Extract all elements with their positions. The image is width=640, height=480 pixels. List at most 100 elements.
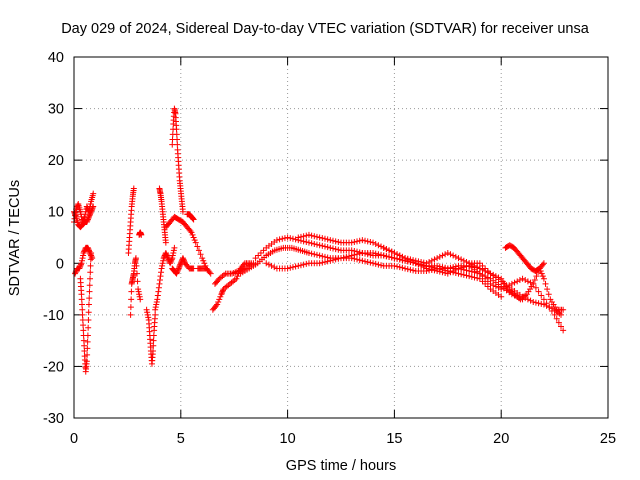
data-point bbox=[452, 266, 459, 273]
data-point bbox=[203, 265, 210, 272]
data-point bbox=[545, 291, 552, 298]
data-point bbox=[152, 304, 159, 311]
x-tick-label: 0 bbox=[70, 431, 78, 447]
x-tick-label: 10 bbox=[280, 431, 296, 447]
data-point bbox=[85, 324, 92, 331]
data-point bbox=[351, 248, 358, 255]
data-point bbox=[132, 255, 139, 262]
data-point bbox=[84, 217, 91, 224]
data-point bbox=[257, 249, 264, 256]
data-point bbox=[281, 235, 288, 242]
data-point bbox=[348, 255, 355, 262]
data-point bbox=[150, 332, 157, 339]
data-point bbox=[305, 239, 312, 246]
data-point bbox=[287, 264, 294, 271]
data-point bbox=[542, 280, 549, 287]
data-point bbox=[544, 286, 551, 293]
data-point bbox=[215, 298, 222, 305]
data-point bbox=[426, 258, 433, 265]
data-point bbox=[86, 212, 93, 219]
data-point bbox=[535, 288, 542, 295]
data-point bbox=[86, 295, 93, 302]
data-point bbox=[300, 261, 307, 268]
data-point bbox=[380, 244, 387, 251]
data-point bbox=[492, 283, 499, 290]
data-point bbox=[402, 255, 409, 262]
data-point bbox=[428, 266, 435, 273]
y-tick-label: 30 bbox=[48, 102, 64, 118]
data-point bbox=[484, 268, 491, 275]
data-point bbox=[394, 251, 401, 258]
data-point bbox=[324, 258, 331, 265]
data-point bbox=[197, 251, 204, 258]
data-point bbox=[144, 311, 151, 318]
data-point bbox=[181, 257, 188, 264]
data-point bbox=[88, 249, 95, 256]
data-point bbox=[81, 248, 88, 255]
data-point bbox=[169, 255, 176, 262]
data-point bbox=[386, 247, 393, 254]
data-point bbox=[136, 291, 143, 298]
data-point bbox=[378, 243, 385, 250]
data-point bbox=[234, 273, 241, 280]
data-point bbox=[476, 265, 483, 272]
data-point bbox=[300, 238, 307, 245]
data-point bbox=[160, 257, 167, 264]
data-point bbox=[484, 283, 491, 290]
data-point bbox=[150, 342, 157, 349]
data-point bbox=[428, 257, 435, 264]
data-point bbox=[295, 234, 302, 241]
data-point bbox=[81, 347, 88, 354]
data-point bbox=[527, 297, 534, 304]
data-point bbox=[452, 253, 459, 260]
data-point bbox=[137, 296, 144, 303]
data-point bbox=[284, 234, 291, 241]
data-point bbox=[87, 211, 94, 218]
series-arc-k bbox=[169, 105, 186, 215]
data-point bbox=[187, 228, 194, 235]
data-point bbox=[135, 288, 142, 295]
data-point bbox=[79, 306, 86, 313]
data-point bbox=[321, 235, 328, 242]
data-point bbox=[88, 208, 95, 215]
data-point bbox=[533, 273, 540, 280]
data-point bbox=[305, 231, 312, 238]
data-point bbox=[492, 273, 499, 280]
data-point bbox=[514, 278, 521, 285]
data-point bbox=[78, 260, 85, 267]
data-point bbox=[87, 256, 94, 263]
data-point bbox=[199, 255, 206, 262]
data-point bbox=[553, 315, 560, 322]
data-point bbox=[450, 268, 457, 275]
data-point bbox=[321, 258, 328, 265]
data-point bbox=[77, 208, 84, 215]
data-point bbox=[87, 251, 94, 258]
x-axis-label: GPS time / hours bbox=[286, 458, 396, 474]
data-point bbox=[159, 262, 166, 269]
data-point bbox=[495, 274, 502, 281]
data-point bbox=[442, 251, 449, 258]
data-point bbox=[150, 347, 157, 354]
data-point bbox=[329, 245, 336, 252]
data-point bbox=[391, 262, 398, 269]
data-point bbox=[152, 306, 159, 313]
data-point bbox=[332, 256, 339, 263]
data-point bbox=[287, 235, 294, 242]
data-point bbox=[434, 268, 441, 275]
series-arc-t bbox=[263, 255, 565, 318]
data-point bbox=[150, 337, 157, 344]
data-point bbox=[540, 260, 547, 267]
data-point bbox=[442, 269, 449, 276]
data-point bbox=[78, 296, 85, 303]
data-point bbox=[189, 231, 196, 238]
data-point bbox=[80, 249, 87, 256]
data-point bbox=[364, 238, 371, 245]
data-points bbox=[71, 105, 567, 375]
data-point bbox=[420, 264, 427, 271]
data-point bbox=[316, 260, 323, 267]
data-point bbox=[90, 190, 97, 197]
data-point bbox=[89, 206, 96, 213]
data-point bbox=[538, 300, 545, 307]
data-point bbox=[319, 253, 326, 260]
data-point bbox=[375, 242, 382, 249]
